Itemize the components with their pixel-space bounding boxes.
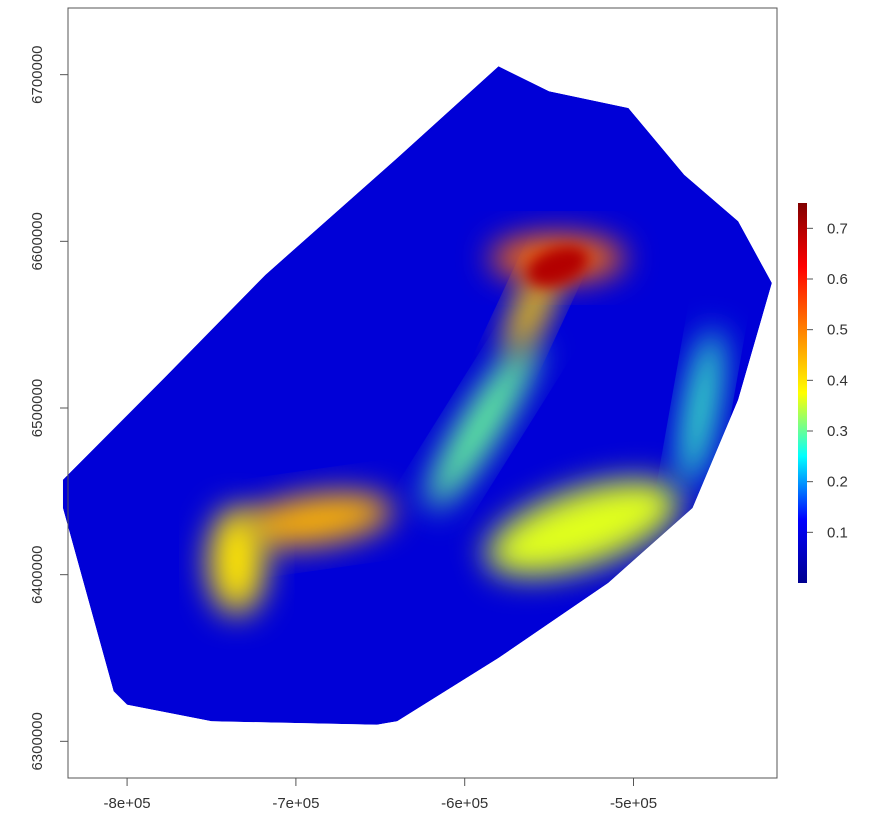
x-tick-label: -6e+05 [441, 795, 488, 812]
colorbar-tick-label: 0.3 [827, 423, 848, 440]
y-tick-label: 6500000 [29, 379, 46, 437]
colorbar-tick-label: 0.7 [827, 220, 848, 237]
x-axis: -8e+05 -7e+05 -6e+05 -5e+05 [104, 778, 658, 812]
y-tick-label: 6400000 [29, 545, 46, 603]
colorbar-tick-label: 0.4 [827, 372, 848, 389]
y-tick-label: 6700000 [29, 45, 46, 103]
colorbar-tick-label: 0.5 [827, 322, 848, 339]
colorbar-tick-label: 0.1 [827, 524, 848, 541]
raster-zone-west-tip [208, 508, 265, 615]
x-tick-label: -8e+05 [104, 795, 151, 812]
colorbar: 0.1 0.2 0.3 0.4 0.5 0.6 0.7 [798, 203, 848, 583]
colorbar-tick-label: 0.6 [827, 271, 848, 288]
x-tick-label: -7e+05 [272, 795, 319, 812]
y-tick-label: 6300000 [29, 712, 46, 770]
y-tick-label: 6600000 [29, 212, 46, 270]
x-tick-label: -5e+05 [610, 795, 657, 812]
colorbar-scale [798, 203, 807, 583]
colorbar-tick-label: 0.2 [827, 474, 848, 491]
y-axis: 6300000 6400000 6500000 6600000 6700000 [29, 45, 68, 770]
